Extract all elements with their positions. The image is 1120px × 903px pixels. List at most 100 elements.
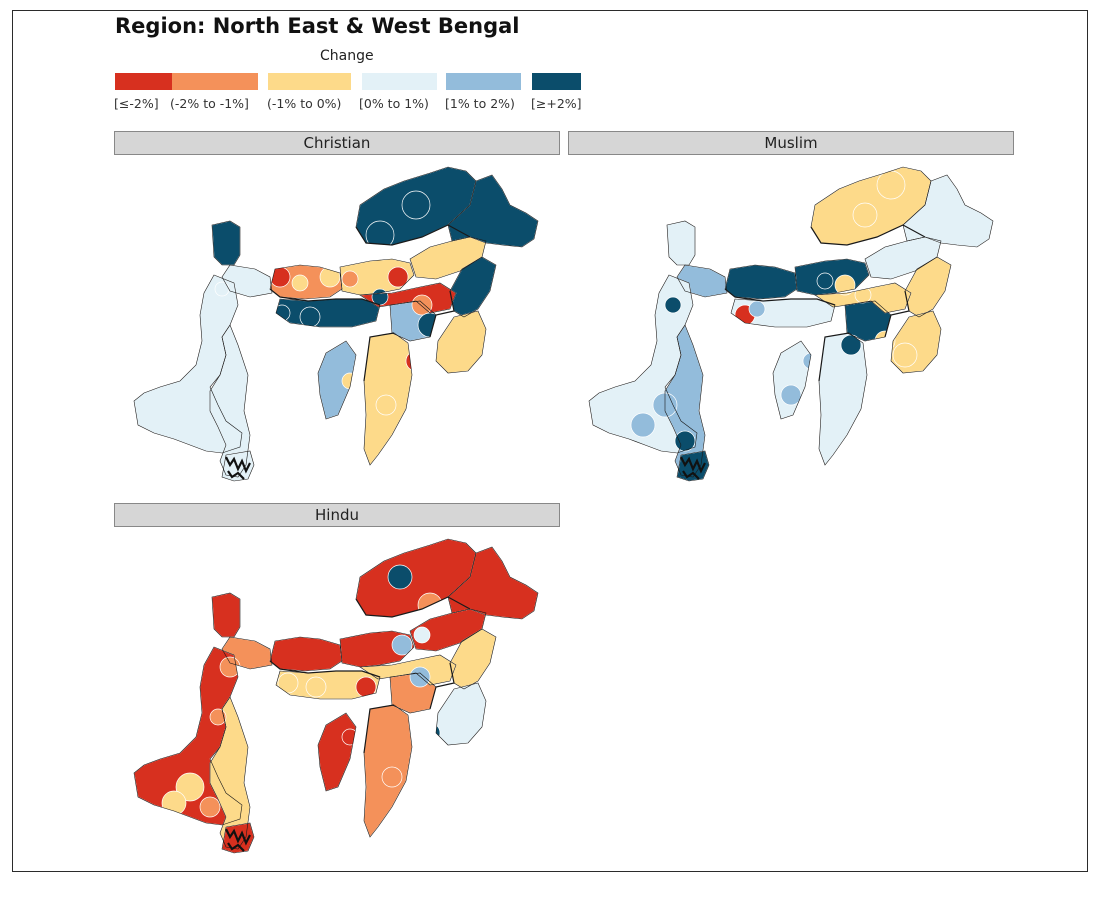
- christian-region-outline: [209, 324, 251, 478]
- muslim-district-patch: [852, 202, 878, 228]
- hindu-choropleth-map: [133, 538, 539, 854]
- hindu-district-patch: [387, 564, 413, 590]
- christian-district-patch: [375, 394, 397, 416]
- muslim-region-outline: [664, 324, 706, 478]
- hindu-region-outline: [339, 630, 415, 668]
- christian-district-patch: [299, 306, 321, 328]
- christian-district-patch: [214, 281, 230, 297]
- chart-title: Region: North East & West Bengal: [115, 14, 520, 38]
- hindu-region-outline: [363, 704, 413, 838]
- hindu-district-patch: [341, 728, 359, 746]
- muslim-region-outline: [794, 258, 870, 296]
- christian-region-outline: [269, 264, 343, 300]
- muslim-region-outline: [814, 282, 912, 314]
- muslim-district-patch: [780, 384, 802, 406]
- christian-district-patch: [411, 294, 433, 316]
- muslim-region-outline: [772, 340, 812, 420]
- hindu-district-patch: [277, 672, 299, 694]
- legend-label-minus2-to-minus1: (-2% to -1%]: [170, 96, 249, 111]
- hindu-region-outline: [409, 608, 487, 652]
- muslim-district-patch: [876, 170, 906, 200]
- christian-district-patch: [417, 312, 443, 338]
- christian-region-outline: [435, 310, 487, 374]
- hindu-region-outline: [275, 670, 381, 700]
- muslim-district-patch: [748, 300, 766, 318]
- muslim-region-outline: [676, 450, 710, 482]
- muslim-region-outline: [818, 332, 868, 466]
- panel-strip-christian: Christian: [114, 131, 560, 155]
- hindu-region-outline: [269, 636, 343, 672]
- hindu-district-patch: [175, 772, 205, 802]
- muslim-region-outline: [844, 300, 892, 342]
- muslim-region-outline: [666, 220, 696, 266]
- christian-region-outline: [339, 258, 415, 296]
- hindu-region-outline: [317, 712, 357, 792]
- christian-region-outline: [221, 450, 255, 482]
- muslim-district-patch: [630, 412, 656, 438]
- hindu-region-outline: [389, 672, 437, 714]
- christian-region-meghalaya: [275, 298, 381, 328]
- muslim-region-tripura: [772, 340, 812, 420]
- hindu-region-outline: [211, 592, 241, 638]
- hindu-region-darjeeling: [211, 592, 241, 638]
- christian-district-patch: [341, 270, 359, 288]
- christian-region-outline: [221, 264, 273, 298]
- muslim-region-outline: [676, 264, 728, 298]
- christian-district-patch: [405, 350, 427, 372]
- legend-label-ge-plus2: [≥+2%]: [531, 96, 582, 111]
- christian-region-outline: [449, 256, 497, 318]
- hindu-district-patch: [199, 796, 221, 818]
- hindu-region-outline: [449, 628, 497, 690]
- legend-swatch-le-minus2: [115, 73, 190, 90]
- hindu-region-manipur: [435, 682, 487, 746]
- panel-strip-muslim: Muslim: [568, 131, 1014, 155]
- hindu-district-patch: [413, 626, 431, 644]
- hindu-district-patch: [209, 708, 227, 726]
- christian-region-outline: [275, 298, 381, 328]
- legend-label-le-minus2: [≤-2%]: [114, 96, 159, 111]
- christian-region-manipur: [435, 310, 487, 374]
- hindu-region-outline: [221, 636, 273, 670]
- hindu-region-outline: [359, 654, 457, 686]
- christian-district-patch: [401, 190, 431, 220]
- hindu-district-patch: [305, 676, 327, 698]
- christian-region-outline: [409, 236, 487, 280]
- hindu-district-patch: [219, 656, 241, 678]
- panel-strip-hindu: Hindu: [114, 503, 560, 527]
- muslim-district-patch: [674, 430, 696, 452]
- christian-region-outline: [359, 282, 457, 314]
- legend-label-minus1-to-0: (-1% to 0%): [267, 96, 342, 111]
- hindu-district-patch: [409, 666, 431, 688]
- muslim-region-outline: [864, 236, 942, 280]
- legend-swatch-ge-plus2: [532, 73, 581, 90]
- legend-title: Change: [320, 48, 374, 64]
- muslim-sundarbans-delta: [680, 456, 706, 480]
- hindu-region-outline: [221, 822, 255, 854]
- muslim-district-patch: [816, 272, 834, 290]
- christian-region-outline: [389, 300, 437, 342]
- hindu-district-patch: [381, 766, 403, 788]
- christian-choropleth-map: [133, 166, 539, 482]
- hindu-district-patch: [331, 604, 349, 622]
- legend-swatch-0-to-1: [362, 73, 437, 90]
- christian-district-patch: [387, 266, 409, 288]
- hindu-region-outline: [447, 546, 539, 620]
- muslim-district-patch: [664, 296, 682, 314]
- christian-sundarbans-delta: [225, 456, 251, 480]
- legend-label-0-to-1: [0% to 1%): [359, 96, 429, 111]
- muslim-district-patch: [892, 342, 918, 368]
- hindu-region-outline: [209, 696, 251, 850]
- hindu-district-patch: [391, 634, 413, 656]
- muslim-region-outline: [902, 174, 994, 248]
- christian-region-darjeeling: [211, 220, 241, 266]
- christian-district-patch: [291, 274, 309, 292]
- muslim-region-mizoram: [818, 332, 868, 466]
- muslim-region-outline: [904, 256, 952, 318]
- christian-region-outline: [317, 340, 357, 420]
- christian-region-outline: [363, 332, 413, 466]
- muslim-region-outline: [724, 264, 798, 300]
- hindu-region-outline: [435, 682, 487, 746]
- legend-swatch-minus2-to-minus1: [172, 73, 258, 90]
- muslim-region-outline: [730, 298, 836, 328]
- legend-label-1-to-2: [1% to 2%): [445, 96, 515, 111]
